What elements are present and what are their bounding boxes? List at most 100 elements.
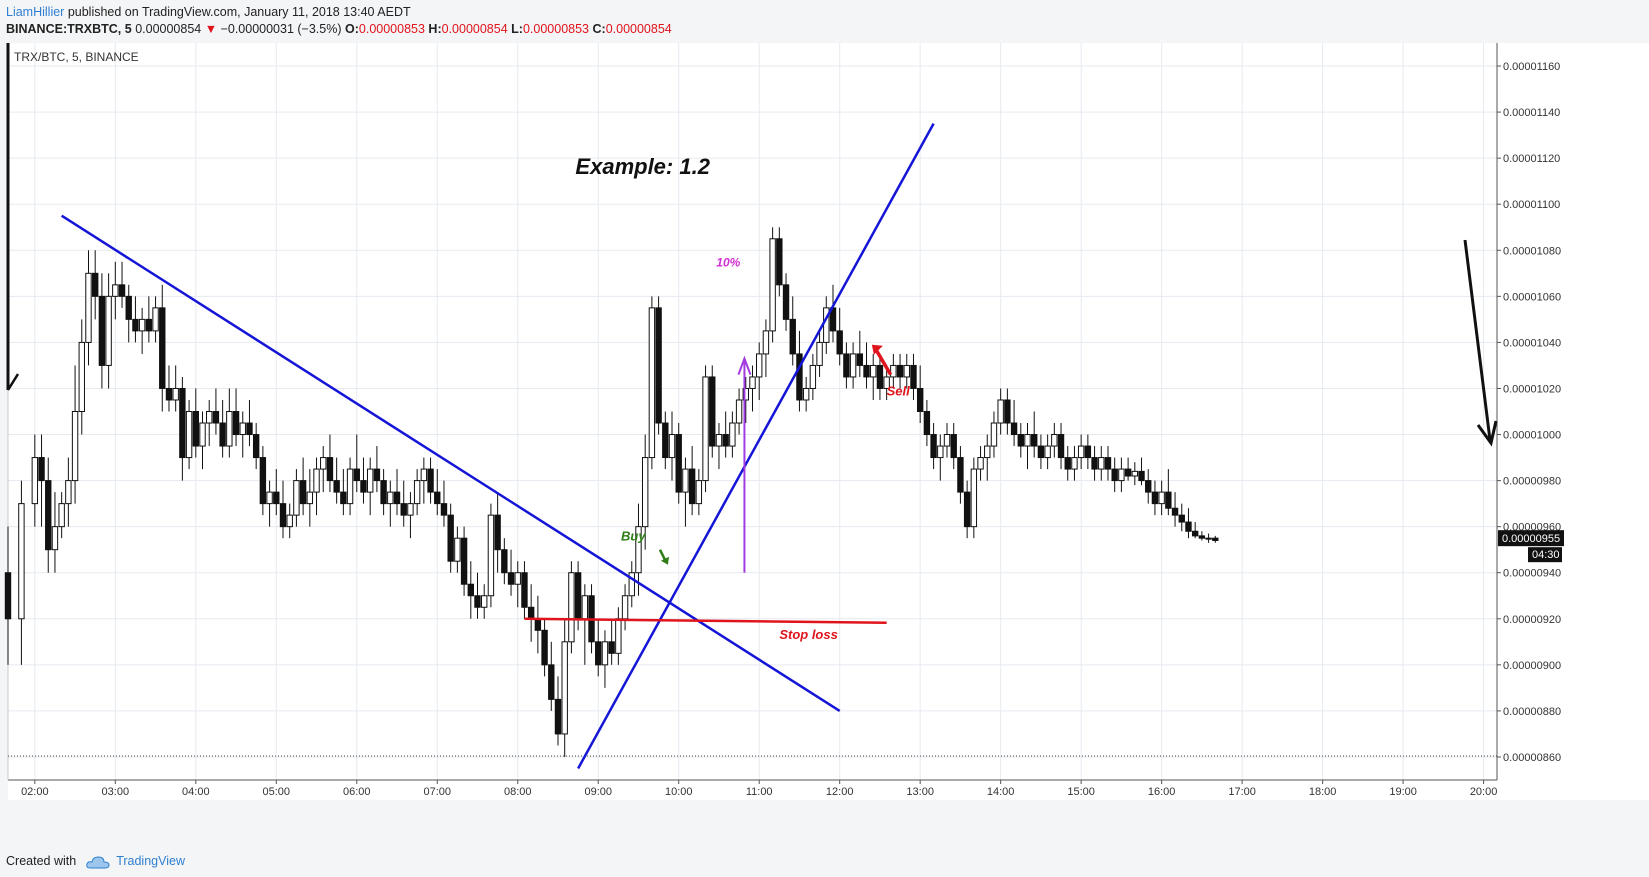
candle-down[interactable]	[232, 411, 240, 436]
candle-up[interactable]	[487, 514, 495, 597]
candle-up[interactable]	[152, 307, 159, 332]
candle-down[interactable]	[916, 387, 924, 412]
candle-up[interactable]	[65, 480, 72, 505]
candle-down[interactable]	[963, 491, 971, 528]
candle-up[interactable]	[561, 641, 568, 735]
candle-up[interactable]	[635, 526, 642, 574]
candle-down[interactable]	[722, 434, 729, 447]
candle-down[interactable]	[796, 353, 803, 401]
candle-up[interactable]	[990, 422, 998, 447]
candle-down[interactable]	[789, 318, 796, 355]
candle-up[interactable]	[883, 376, 890, 389]
candle-down[interactable]	[923, 411, 931, 436]
candle-up[interactable]	[226, 411, 233, 447]
candle-down[interactable]	[1091, 457, 1098, 470]
candle-down[interactable]	[1145, 480, 1152, 493]
candle-down[interactable]	[212, 411, 220, 424]
candle-down[interactable]	[527, 606, 535, 620]
stop-loss-line[interactable]	[524, 617, 887, 625]
candle-up[interactable]	[682, 468, 689, 493]
candle-down[interactable]	[554, 698, 562, 735]
candle-up[interactable]	[870, 364, 877, 378]
candle-down[interactable]	[259, 457, 267, 505]
candle-down[interactable]	[1138, 470, 1145, 482]
candle-up[interactable]	[735, 399, 743, 424]
candle-up[interactable]	[239, 422, 246, 436]
candle-up[interactable]	[313, 468, 320, 493]
candle-up[interactable]	[769, 238, 776, 332]
candle-up[interactable]	[286, 514, 293, 528]
candle-down[interactable]	[467, 583, 474, 597]
candle-down[interactable]	[125, 295, 132, 320]
candle-up[interactable]	[138, 318, 146, 332]
candle-down[interactable]	[876, 364, 884, 389]
candle-down[interactable]	[521, 572, 528, 608]
candle-down[interactable]	[843, 353, 850, 378]
candle-down[interactable]	[930, 434, 937, 459]
candle-down[interactable]	[595, 641, 602, 666]
candle-up[interactable]	[749, 376, 756, 389]
candle-up[interactable]	[970, 468, 978, 528]
candle-down[interactable]	[326, 457, 334, 482]
candle-up[interactable]	[266, 491, 273, 505]
candle-down[interactable]	[1017, 434, 1024, 447]
candle-up[interactable]	[1158, 491, 1165, 505]
candle-up[interactable]	[199, 422, 206, 447]
candle-up[interactable]	[413, 480, 421, 505]
candle-down[interactable]	[4, 572, 12, 620]
candle-up[interactable]	[85, 272, 92, 343]
candle-up[interactable]	[1024, 434, 1031, 447]
candle-up[interactable]	[715, 434, 723, 447]
candle-up[interactable]	[420, 468, 428, 482]
candle-up[interactable]	[903, 364, 910, 378]
candle-down[interactable]	[1198, 535, 1206, 539]
candle-up[interactable]	[206, 411, 213, 424]
candle-up[interactable]	[581, 595, 589, 620]
candle-down[interactable]	[98, 295, 106, 366]
candle-up[interactable]	[31, 457, 39, 505]
candle-down[interactable]	[782, 284, 790, 320]
candle-up[interactable]	[1118, 468, 1125, 482]
candle-up[interactable]	[1044, 445, 1051, 459]
candle-up[interactable]	[695, 480, 703, 505]
candle-up[interactable]	[306, 491, 314, 505]
candle-up[interactable]	[849, 353, 857, 378]
candle-up[interactable]	[346, 468, 354, 505]
candle-down[interactable]	[507, 572, 515, 585]
candle-down[interactable]	[836, 330, 843, 355]
candle-up[interactable]	[816, 341, 823, 366]
candle-down[interactable]	[434, 491, 441, 505]
candle-down[interactable]	[246, 422, 253, 436]
candle-up[interactable]	[71, 411, 79, 482]
candle-down[interactable]	[427, 468, 434, 493]
candle-down[interactable]	[1185, 521, 1192, 532]
candle-up[interactable]	[320, 457, 327, 470]
candle-up[interactable]	[621, 595, 629, 620]
candle-down[interactable]	[179, 387, 186, 459]
candle-down[interactable]	[145, 318, 153, 332]
candle-up[interactable]	[78, 341, 85, 412]
candle-up[interactable]	[1098, 457, 1105, 470]
candle-up[interactable]	[809, 364, 817, 389]
candle-down[interactable]	[1031, 434, 1038, 447]
candle-up[interactable]	[756, 353, 763, 378]
candle-up[interactable]	[648, 307, 656, 459]
candle-up[interactable]	[407, 503, 414, 516]
candle-down[interactable]	[548, 664, 555, 700]
candle-down[interactable]	[709, 376, 716, 447]
candle-up[interactable]	[112, 284, 119, 297]
candle-down[interactable]	[340, 491, 347, 505]
candle-down[interactable]	[1191, 530, 1199, 537]
candle-up[interactable]	[615, 618, 622, 654]
candle-up[interactable]	[481, 595, 488, 608]
candle-down[interactable]	[132, 318, 139, 332]
candle-up[interactable]	[984, 445, 991, 459]
candle-up[interactable]	[742, 387, 749, 401]
candle-up[interactable]	[1205, 537, 1212, 540]
candle-up[interactable]	[58, 503, 65, 528]
candle-down[interactable]	[776, 238, 783, 286]
candle-down[interactable]	[1037, 445, 1045, 459]
candle-up[interactable]	[943, 434, 951, 447]
candle-down[interactable]	[1165, 491, 1172, 509]
candle-down[interactable]	[1171, 507, 1179, 516]
